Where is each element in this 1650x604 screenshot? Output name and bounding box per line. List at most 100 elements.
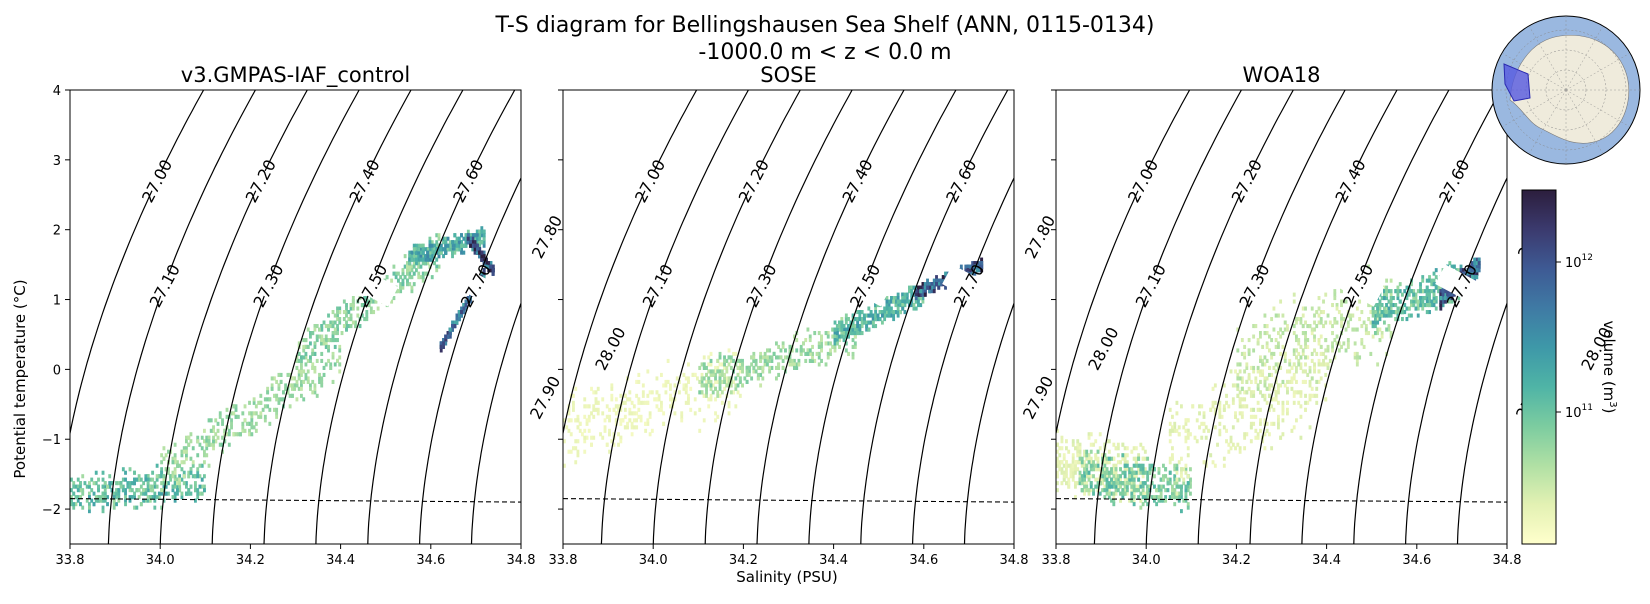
heatmap-cell: [1279, 436, 1282, 440]
heatmap-cell: [72, 485, 75, 489]
heatmap-cell: [212, 446, 215, 450]
heatmap-cell: [577, 415, 580, 419]
heatmap-cell: [1340, 321, 1343, 325]
heatmap-cell: [433, 261, 436, 265]
heatmap-cell: [845, 321, 848, 325]
heatmap-cell: [275, 397, 278, 401]
heatmap-cell: [298, 359, 301, 363]
heatmap-cell: [1363, 345, 1366, 349]
heatmap-cell: [1139, 467, 1142, 471]
heatmap-cell: [1149, 467, 1152, 471]
heatmap-cell: [910, 289, 913, 293]
heatmap-cell: [449, 331, 452, 335]
heatmap-cell: [825, 331, 828, 335]
heatmap-cell: [825, 362, 828, 366]
heatmap-cell: [710, 380, 713, 384]
heatmap-cell: [1094, 485, 1097, 489]
heatmap-cell: [714, 418, 717, 422]
heatmap-cell: [1236, 418, 1239, 422]
heatmap-cell: [619, 394, 622, 398]
heatmap-cell: [332, 352, 335, 356]
heatmap-cell: [854, 335, 857, 339]
heatmap-cell: [264, 418, 267, 422]
heatmap-cell: [1295, 321, 1298, 325]
heatmap-cell: [674, 411, 677, 415]
heatmap-cell: [798, 359, 801, 363]
heatmap-cell: [577, 453, 580, 457]
heatmap-cell: [95, 471, 98, 475]
heatmap-cell: [628, 390, 631, 394]
heatmap-cell: [338, 348, 341, 352]
heatmap-cell: [174, 443, 177, 447]
heatmap-cell: [278, 401, 281, 405]
heatmap-cell: [72, 506, 75, 510]
heatmap-cell: [1254, 324, 1257, 328]
heatmap-cell: [1315, 387, 1318, 391]
heatmap-cell: [644, 401, 647, 405]
heatmap-cell: [1264, 397, 1267, 401]
heatmap-cell: [807, 352, 810, 356]
isopycnal-line: [550, 90, 697, 544]
heatmap-cell: [257, 401, 260, 405]
heatmap-cell: [300, 373, 303, 377]
heatmap-cell: [1185, 464, 1188, 468]
heatmap-cell: [863, 321, 866, 325]
heatmap-cell: [1286, 380, 1289, 384]
heatmap-cell: [1266, 324, 1269, 328]
heatmap-cell: [624, 401, 627, 405]
heatmap-cell: [1250, 425, 1253, 429]
heatmap-cell: [1304, 341, 1307, 345]
heatmap-cell: [1322, 324, 1325, 328]
heatmap-cell: [1074, 464, 1077, 468]
heatmap-cell: [773, 352, 776, 356]
heatmap-cell: [354, 324, 357, 328]
heatmap-cell: [1099, 446, 1102, 450]
heatmap-cell: [1185, 488, 1188, 492]
heatmap-cell: [1176, 411, 1179, 415]
heatmap-cell: [752, 355, 755, 359]
heatmap-cell: [217, 436, 220, 440]
heatmap-cell: [608, 432, 611, 436]
heatmap-cell: [1318, 296, 1321, 300]
heatmap-cell: [1243, 352, 1246, 356]
heatmap-cell: [1309, 369, 1312, 373]
heatmap-cell: [1061, 436, 1064, 440]
heatmap-cell: [275, 380, 278, 384]
heatmap-cell: [1225, 429, 1228, 433]
heatmap-cell: [1245, 362, 1248, 366]
heatmap-cell: [311, 390, 314, 394]
heatmap-cell: [88, 492, 91, 496]
heatmap-cell: [462, 251, 465, 255]
heatmap-cell: [1126, 485, 1129, 489]
heatmap-cell: [124, 502, 127, 506]
heatmap-cell: [291, 376, 294, 380]
heatmap-cell: [1173, 422, 1176, 426]
heatmap-cell: [1142, 502, 1145, 506]
heatmap-cell: [656, 390, 659, 394]
heatmap-cell: [872, 321, 875, 325]
heatmap-cell: [1074, 446, 1077, 450]
heatmap-cell: [895, 303, 898, 307]
heatmap-cell: [789, 345, 792, 349]
heatmap-cell: [572, 446, 575, 450]
heatmap-cell: [241, 422, 244, 426]
heatmap-cell: [402, 272, 405, 276]
heatmap-cell: [201, 492, 204, 496]
heatmap-cell: [469, 240, 472, 244]
heatmap-cell: [311, 331, 314, 335]
heatmap-cell: [631, 422, 634, 426]
heatmap-cell: [586, 404, 589, 408]
heatmap-cell: [296, 366, 299, 370]
heatmap-cell: [723, 362, 726, 366]
heatmap-cell: [1320, 317, 1323, 321]
heatmap-cell: [456, 247, 459, 251]
y-tick-label: 2: [53, 224, 61, 239]
heatmap-cell: [104, 481, 107, 485]
heatmap-cell: [1124, 464, 1127, 468]
heatmap-cell: [1275, 394, 1278, 398]
heatmap-cell: [1261, 345, 1264, 349]
heatmap-cell: [1088, 478, 1091, 482]
heatmap-cell: [942, 275, 945, 279]
heatmap-cell: [730, 390, 733, 394]
heatmap-cell: [980, 261, 983, 265]
